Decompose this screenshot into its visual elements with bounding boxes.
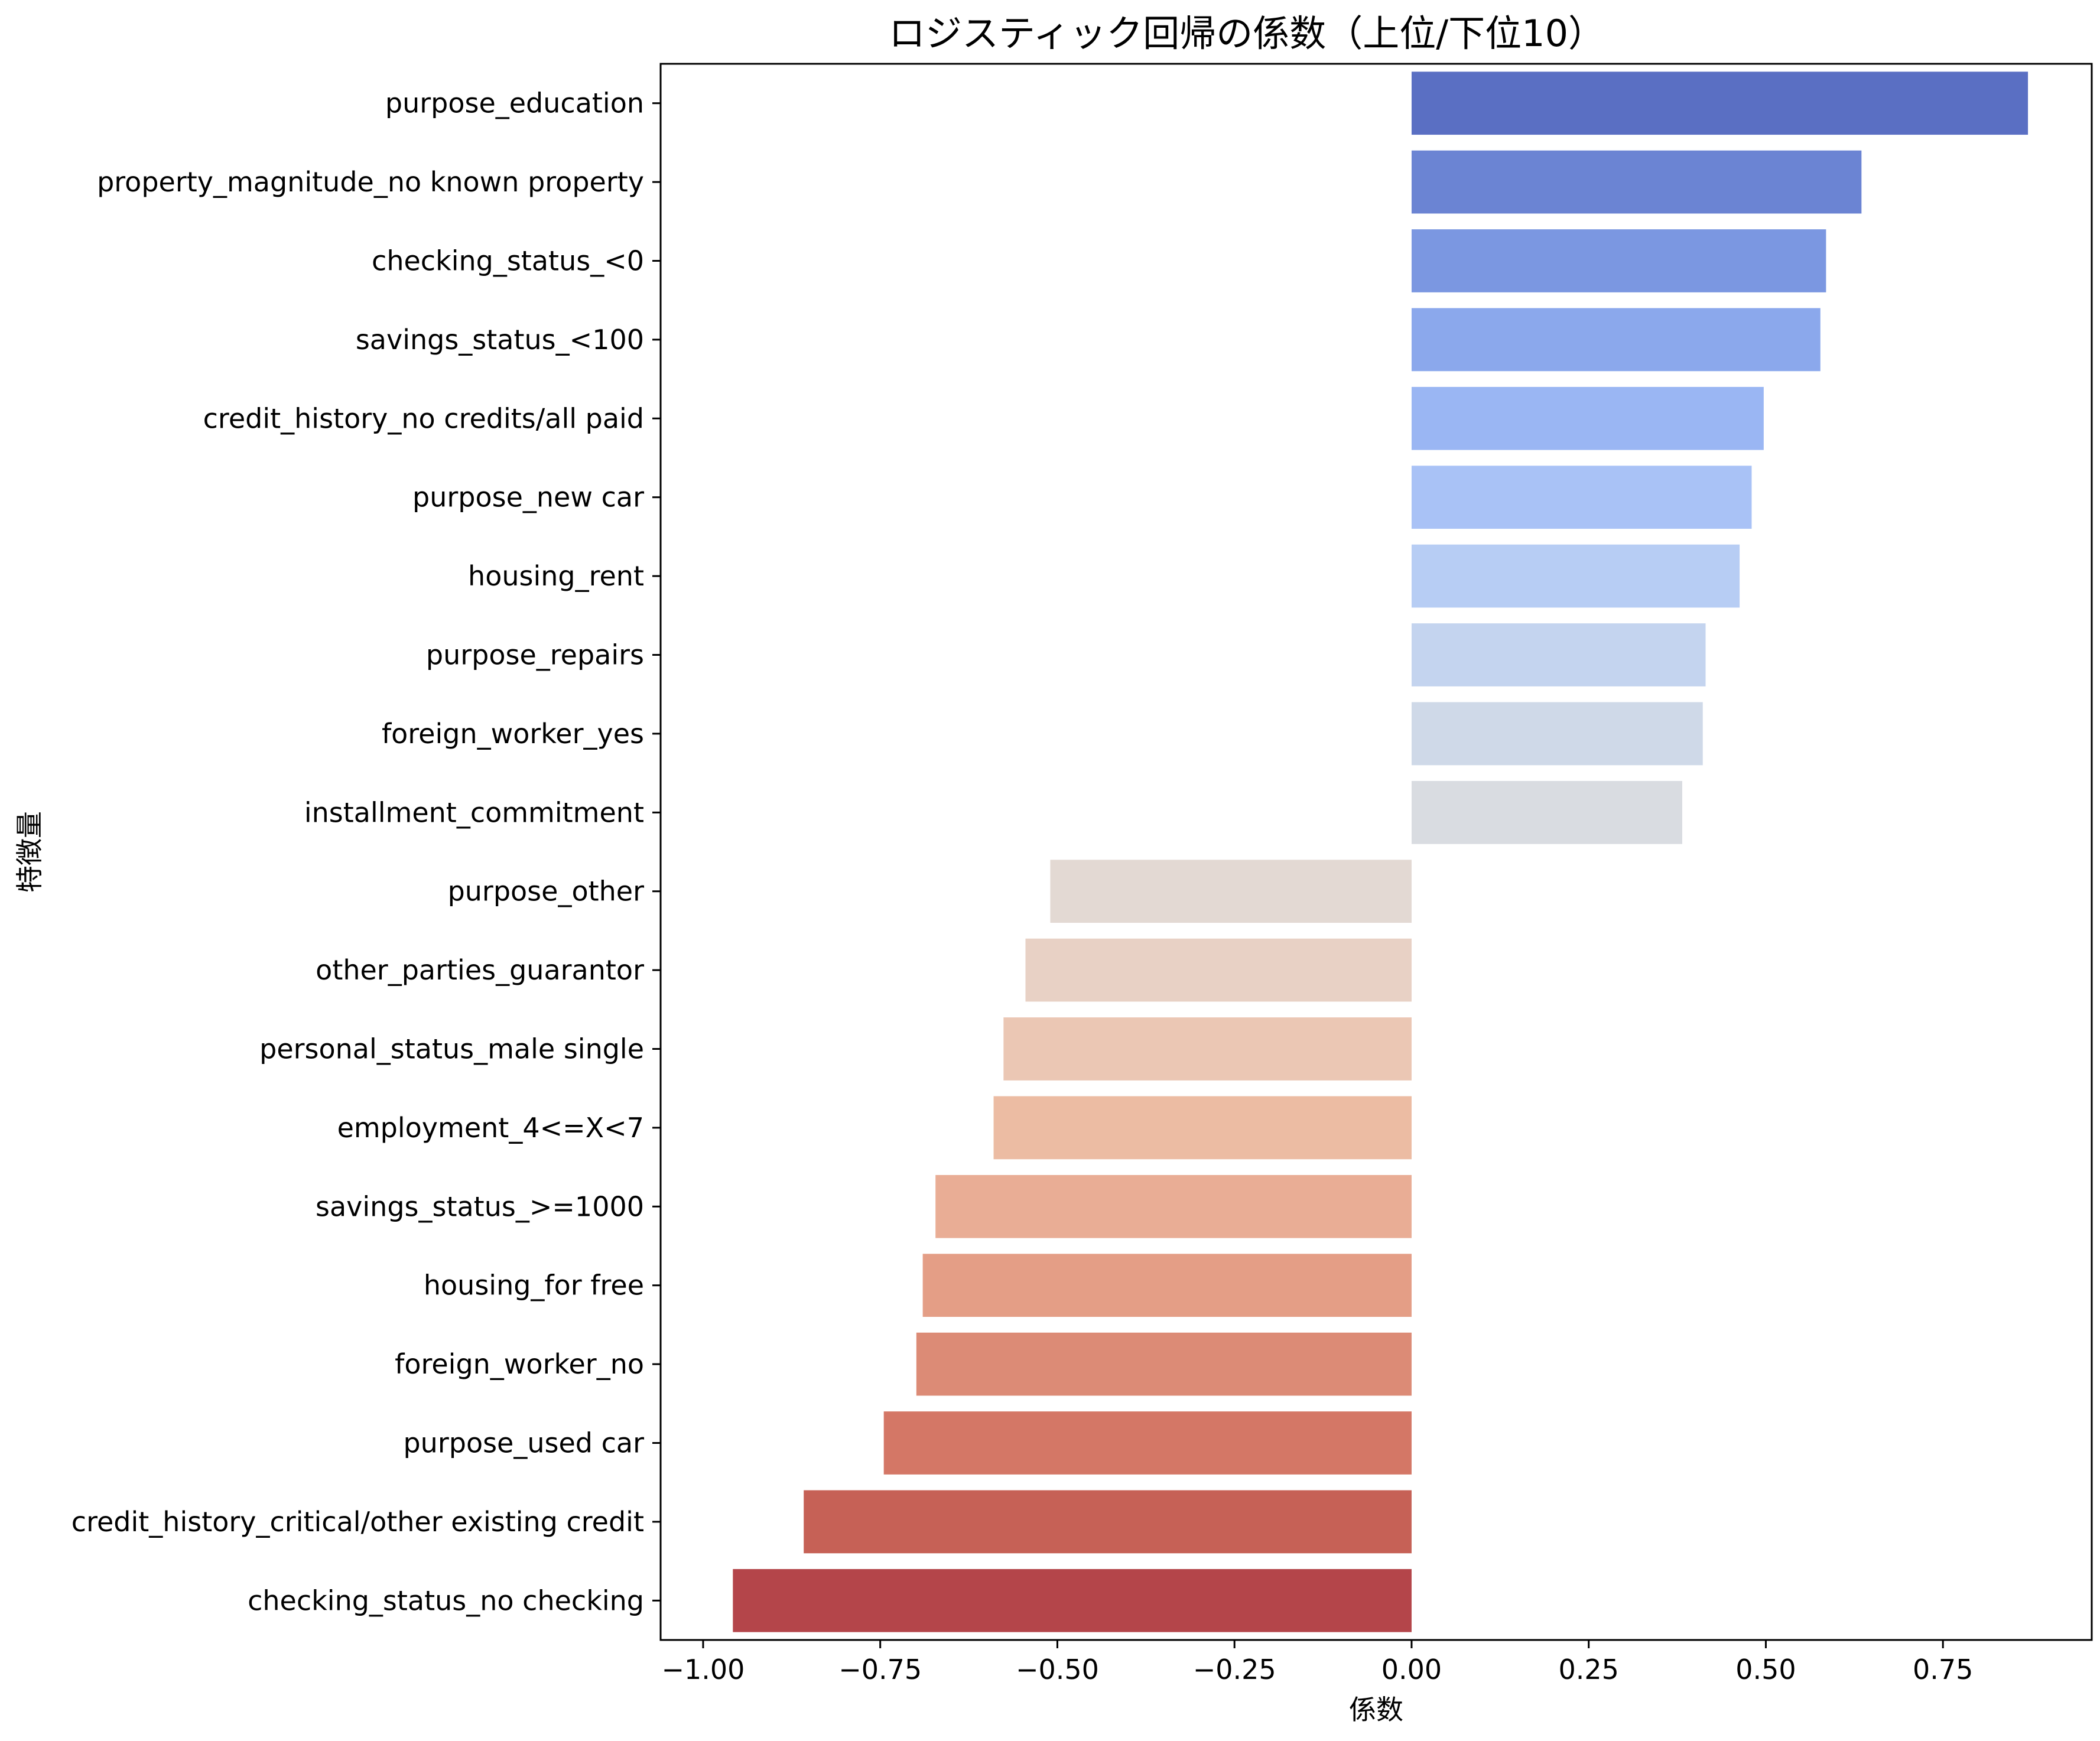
bar-3 — [1411, 308, 1821, 372]
category-label: purpose_repairs — [426, 639, 644, 671]
x-tick-label: −0.50 — [1016, 1654, 1099, 1685]
x-tick-label: 0.25 — [1558, 1654, 1618, 1685]
bar-4 — [1411, 386, 1764, 450]
category-label: credit_history_no credits/all paid — [203, 402, 644, 434]
bar-19 — [733, 1568, 1412, 1632]
bar-17 — [883, 1411, 1412, 1475]
bar-10 — [1050, 860, 1412, 923]
category-label: property_magnitude_no known property — [97, 166, 644, 198]
bar-12 — [1003, 1017, 1412, 1081]
category-label: housing_for free — [424, 1270, 644, 1301]
category-label: foreign_worker_yes — [382, 718, 644, 750]
x-tick-label: 0.50 — [1735, 1654, 1796, 1685]
x-tick-label: −1.00 — [661, 1654, 745, 1685]
category-label: purpose_used car — [403, 1427, 644, 1459]
y-axis-label: 特徴量 — [14, 811, 45, 893]
x-axis-label: 係数 — [1349, 1694, 1403, 1726]
plot-frame — [659, 63, 2093, 1641]
category-label: credit_history_critical/other existing c… — [71, 1506, 644, 1538]
category-label: housing_rent — [468, 560, 644, 592]
bar-9 — [1411, 780, 1682, 844]
bar-8 — [1411, 702, 1703, 766]
x-axis-ticks: −1.00 −0.75 −0.50 −0.25 0.00 0.25 0.50 0.75 — [661, 1640, 1973, 1685]
category-label: personal_status_male single — [259, 1033, 644, 1065]
bar-15 — [922, 1254, 1412, 1317]
category-label: other_parties_guarantor — [316, 954, 644, 986]
category-label: purpose_new car — [412, 481, 644, 513]
category-label: savings_status_>=1000 — [316, 1190, 644, 1222]
bar-2 — [1411, 229, 1826, 292]
bars-group — [733, 71, 2029, 1632]
category-label: savings_status_<100 — [356, 324, 644, 356]
bar-11 — [1025, 938, 1412, 1002]
x-tick-label: −0.75 — [838, 1654, 922, 1685]
bar-0 — [1411, 71, 2029, 135]
bar-1 — [1411, 150, 1862, 214]
x-tick-label: −0.25 — [1193, 1654, 1276, 1685]
x-tick-label: 0.75 — [1913, 1654, 1973, 1685]
x-tick-label: 0.00 — [1381, 1654, 1442, 1685]
bar-5 — [1411, 466, 1752, 529]
category-label: purpose_other — [448, 876, 645, 907]
bar-16 — [916, 1332, 1412, 1396]
bar-18 — [804, 1490, 1412, 1554]
bar-6 — [1411, 544, 1740, 608]
category-labels: purpose_education property_magnitude_no k… — [71, 87, 661, 1616]
category-label: foreign_worker_no — [395, 1348, 644, 1380]
category-label: checking_status_<0 — [372, 245, 644, 277]
category-label: checking_status_no checking — [248, 1584, 644, 1616]
category-label: purpose_education — [385, 87, 644, 119]
category-label: installment_commitment — [304, 796, 644, 828]
category-label: employment_4<=X<7 — [337, 1112, 644, 1144]
bar-13 — [993, 1096, 1412, 1160]
chart-title: ロジスティック回帰の係数（上位/下位10） — [889, 12, 1605, 55]
bar-7 — [1411, 623, 1706, 686]
bar-14 — [935, 1174, 1412, 1238]
